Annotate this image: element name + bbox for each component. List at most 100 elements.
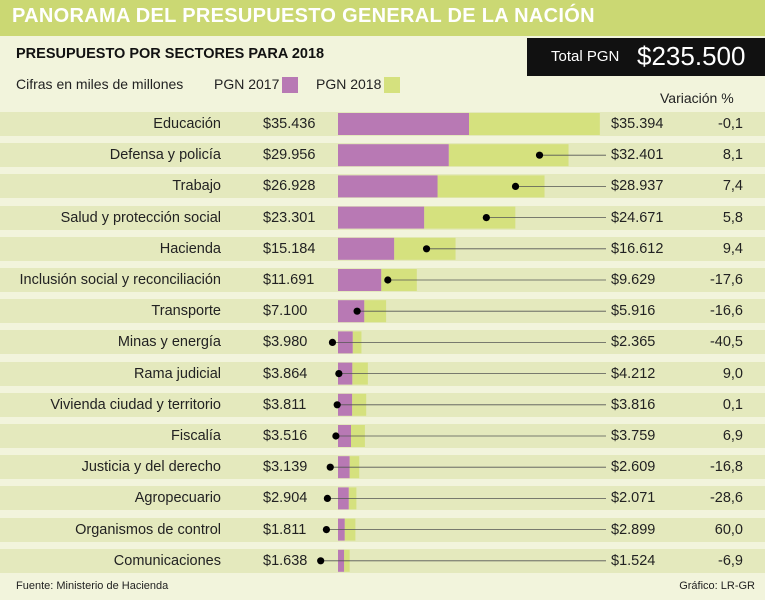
variation-label: -40,5 <box>709 334 743 351</box>
sector-label: Justicia y del derecho <box>81 459 221 476</box>
value-2017-label: $2.904 <box>263 490 308 507</box>
value-2017-label: $11.691 <box>263 272 315 288</box>
variation-label: 7,4 <box>722 178 743 195</box>
sector-label: Defensa y policía <box>109 147 221 164</box>
title-bar: PANORAMA DEL PRESUPUESTO GENERAL DE LA N… <box>0 0 765 36</box>
value-2017-label: $3.516 <box>263 428 308 444</box>
variation-label: 8,1 <box>722 147 743 164</box>
leader-dot <box>328 338 337 346</box>
leader-dot <box>422 245 431 253</box>
total-pgn-value: $235.500 <box>637 41 746 71</box>
bar-2017 <box>338 113 469 135</box>
sector-label: Agropecuario <box>134 490 221 507</box>
credit-note: Gráfico: LR-GR <box>679 580 755 592</box>
sector-label: Transporte <box>151 303 221 320</box>
sector-label: Minas y energía <box>117 334 221 351</box>
value-2017-label: $1.638 <box>263 552 308 569</box>
value-2017-label: $26.928 <box>263 178 316 195</box>
value-2018-label: $3.759 <box>611 428 656 444</box>
leader-dot <box>335 370 343 378</box>
value-2017-label: $15.184 <box>263 240 316 257</box>
value-2017-label: $3.864 <box>263 365 308 382</box>
bar-2018 <box>437 175 545 198</box>
bar-2017 <box>338 206 425 229</box>
bar-2018 <box>448 144 569 167</box>
chart-subtitle: PRESUPUESTO POR SECTORES PARA 2018 <box>16 46 325 62</box>
leader-dot <box>535 151 544 159</box>
value-2017-label: $3.980 <box>263 334 308 351</box>
variation-label: 9,0 <box>722 365 743 382</box>
sector-label: Organismos de control <box>75 521 221 538</box>
value-2017-label: $1.811 <box>263 521 307 538</box>
units-note: Cifras en miles de millones <box>16 76 184 92</box>
value-2018-label: $4.212 <box>611 365 656 382</box>
leader-dot <box>384 276 392 284</box>
sector-label: Fiscalía <box>171 428 221 444</box>
variation-label: 6,9 <box>722 428 743 444</box>
value-2017-label: $3.811 <box>263 396 307 413</box>
value-2018-label: $1.524 <box>611 552 656 569</box>
total-pgn-label: Total PGN <box>551 48 620 65</box>
sector-label: Trabajo <box>172 178 221 195</box>
variation-label: -0,1 <box>718 116 743 132</box>
legend-label-2018: PGN 2018 <box>316 76 382 92</box>
sector-label: Comunicaciones <box>113 552 221 569</box>
value-2017-label: $23.301 <box>263 209 316 226</box>
variation-label: 9,4 <box>722 240 743 257</box>
value-2018-label: $9.629 <box>611 272 656 288</box>
legend-swatch-2017 <box>282 77 298 93</box>
bar-2017 <box>338 144 449 167</box>
bar-2017 <box>338 175 438 198</box>
value-2018-label: $35.394 <box>611 116 664 132</box>
variation-label: -16,8 <box>709 459 743 476</box>
bar-2017 <box>338 300 365 323</box>
sector-label: Vivienda ciudad y territorio <box>50 396 221 413</box>
leader-dot <box>323 494 331 502</box>
bar-2017 <box>338 269 382 291</box>
value-2018-label: $2.071 <box>611 490 656 507</box>
page-title: PANORAMA DEL PRESUPUESTO GENERAL DE LA N… <box>12 5 595 27</box>
value-2018-label: $2.365 <box>611 334 656 351</box>
value-2017-label: $7.100 <box>263 303 308 320</box>
variation-header: Variación % <box>660 90 734 106</box>
sector-label: Salud y protección social <box>60 209 221 226</box>
leader-dot <box>317 557 325 565</box>
legend-swatch-2018 <box>384 77 400 93</box>
variation-label: 5,8 <box>722 209 743 226</box>
leader-dot <box>482 214 490 222</box>
value-2017-label: $29.956 <box>263 147 316 164</box>
value-2017-label: $3.139 <box>263 459 308 476</box>
leader-dot <box>332 432 340 440</box>
total-pgn-box: Total PGN $235.500 <box>527 38 765 76</box>
sector-label: Inclusión social y reconciliación <box>19 272 222 288</box>
legend-label-2017: PGN 2017 <box>214 76 280 92</box>
bar-2018 <box>424 206 516 229</box>
value-2018-label: $24.671 <box>611 209 664 226</box>
variation-label: -16,6 <box>709 303 743 320</box>
leader-dot <box>326 463 334 471</box>
variation-label: -17,6 <box>709 272 743 288</box>
value-2018-label: $32.401 <box>611 147 664 164</box>
leader-dot <box>511 182 520 190</box>
sector-label: Rama judicial <box>133 365 221 382</box>
variation-label: -28,6 <box>709 490 743 507</box>
source-note: Fuente: Ministerio de Hacienda <box>16 580 169 592</box>
variation-label: 60,0 <box>714 521 743 538</box>
leader-dot <box>333 401 341 409</box>
value-2018-label: $2.609 <box>611 459 656 476</box>
leader-dot <box>322 526 331 534</box>
value-2018-label: $16.612 <box>611 240 664 257</box>
bar-2017 <box>338 237 395 260</box>
variation-label: -6,9 <box>718 552 743 569</box>
value-2018-label: $3.816 <box>611 396 656 413</box>
value-2018-label: $2.899 <box>611 521 656 538</box>
value-2017-label: $35.436 <box>263 116 316 132</box>
value-2018-label: $28.937 <box>611 178 664 195</box>
leader-dot <box>353 307 361 315</box>
sector-label: Hacienda <box>159 240 221 257</box>
value-2018-label: $5.916 <box>611 303 656 320</box>
variation-label: 0,1 <box>722 396 743 413</box>
sector-label: Educación <box>153 116 221 132</box>
bar-2018 <box>469 113 600 135</box>
